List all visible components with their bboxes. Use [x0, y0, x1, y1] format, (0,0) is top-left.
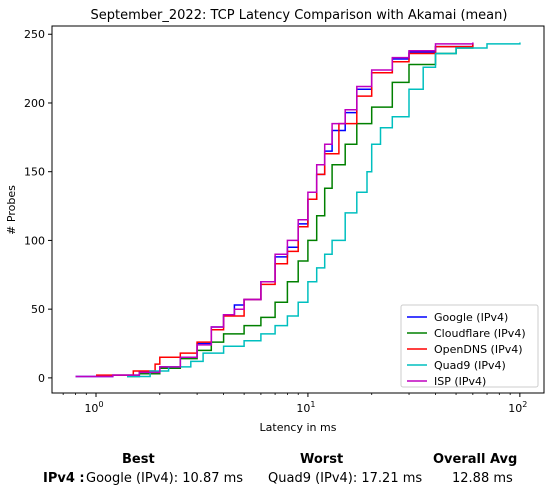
legend: Google (IPv4) Cloudflare (IPv4) OpenDNS (I…	[400, 304, 539, 388]
summary-worst-value: Quad9 (IPv4): 17.21 ms	[268, 471, 423, 486]
legend-label-4: ISP (IPv4)	[434, 375, 486, 388]
y-tick-label: 100	[24, 234, 45, 247]
y-tick-label: 0	[38, 372, 45, 385]
summary-best-header: Best	[122, 452, 155, 467]
tick-layer: 0 50 100 150 200 250 100 101 102	[24, 28, 527, 415]
series-line-3	[127, 42, 521, 378]
plot-layer	[75, 42, 521, 378]
legend-box	[400, 304, 539, 388]
summary-avg-header: Overall Avg	[433, 452, 518, 467]
y-tick-label: 200	[24, 97, 45, 110]
summary-avg-value: 12.88 ms	[452, 471, 513, 486]
y-tick-label: 50	[31, 303, 45, 316]
summary-best-value: Google (IPv4): 10.87 ms	[86, 471, 244, 486]
legend-label-0: Google (IPv4)	[434, 311, 508, 324]
y-tick-label: 150	[24, 166, 45, 179]
x-tick-label: 102	[508, 400, 527, 415]
summary-row-label: IPv4 :	[43, 471, 85, 486]
legend-label-2: OpenDNS (IPv4)	[434, 343, 523, 356]
y-tick-label: 250	[24, 28, 45, 41]
x-tick-label: 101	[296, 400, 315, 415]
x-tick-label: 100	[84, 400, 103, 415]
x-axis-label: Latency in ms	[260, 421, 337, 434]
latency-cdf-chart: September_2022: TCP Latency Comparison w…	[5, 8, 545, 434]
legend-label-3: Quad9 (IPv4)	[434, 359, 506, 372]
summary-worst-header: Worst	[300, 452, 344, 467]
chart-title: September_2022: TCP Latency Comparison w…	[91, 8, 508, 23]
y-axis-label: # Probes	[5, 185, 18, 235]
legend-label-1: Cloudflare (IPv4)	[434, 327, 526, 340]
series-line-4	[75, 42, 474, 378]
